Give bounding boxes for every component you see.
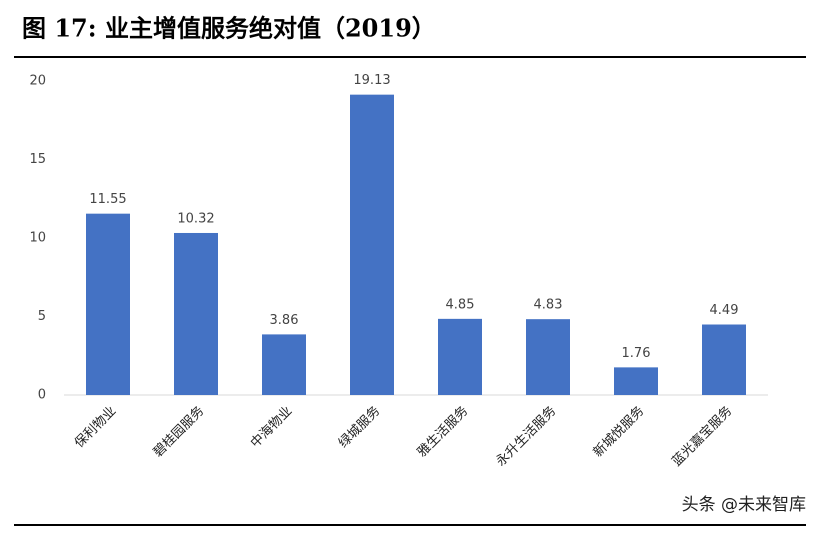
x-tick-label: 保利物业 (72, 404, 119, 451)
y-tick-label: 20 (29, 74, 46, 89)
bar (350, 94, 394, 395)
x-tick-label: 新城悦服务 (590, 403, 647, 460)
x-tick-label: 蓝光嘉宝服务 (669, 403, 735, 469)
x-tick-label: 碧桂园服务 (150, 403, 207, 460)
x-tick-label: 绿城服务 (335, 403, 383, 451)
data-label: 19.13 (353, 73, 390, 88)
data-label: 4.49 (710, 303, 739, 318)
data-label: 10.32 (177, 211, 214, 226)
bar (614, 367, 658, 395)
bar (702, 324, 746, 395)
bar (174, 232, 218, 395)
chart-title: 图 17: 业主增值服务绝对值（2019） (22, 14, 436, 43)
y-tick-label: 10 (29, 231, 46, 246)
data-label: 4.85 (446, 297, 475, 312)
y-tick-label: 15 (29, 152, 46, 167)
data-label: 1.76 (622, 346, 651, 361)
data-label: 4.83 (534, 298, 563, 313)
x-tick-label: 永升生活服务 (493, 403, 559, 469)
bar (438, 318, 482, 395)
data-label: 3.86 (270, 313, 299, 328)
y-tick-label: 0 (38, 388, 46, 403)
watermark: 头条 @未来智库 (682, 495, 806, 515)
bar (262, 334, 306, 395)
x-tick-label: 中海物业 (248, 404, 295, 451)
data-label: 11.55 (89, 192, 126, 207)
bar (526, 319, 570, 395)
bar (86, 213, 130, 395)
y-tick-label: 5 (38, 309, 46, 324)
x-tick-label: 雅生活服务 (414, 403, 471, 460)
